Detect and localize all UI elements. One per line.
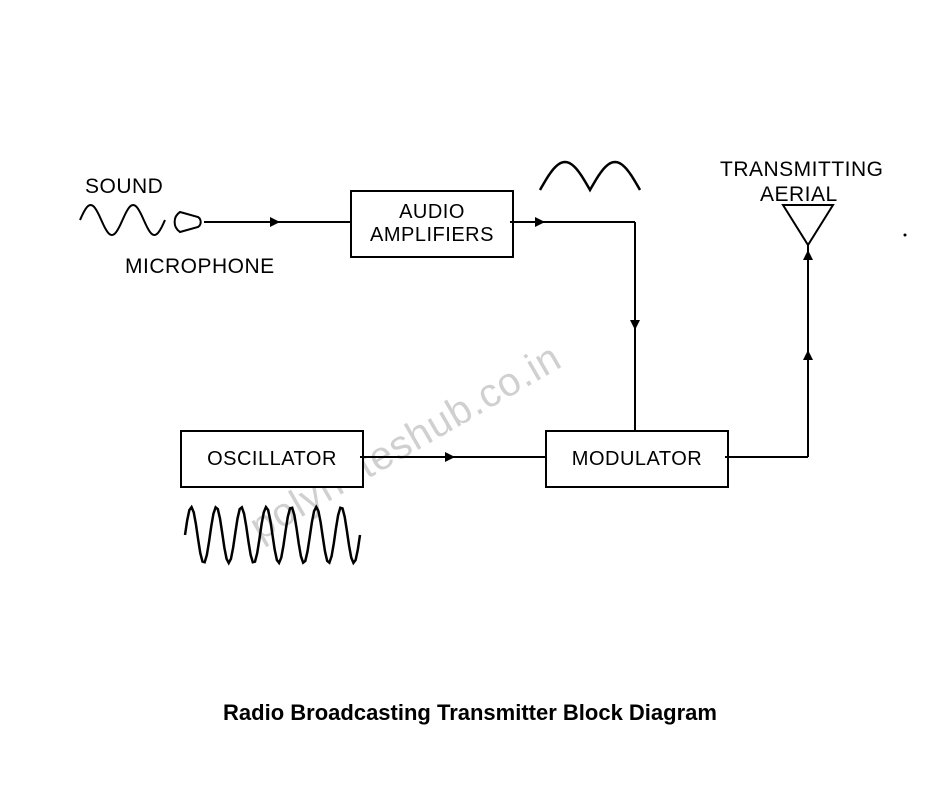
audio-amplifiers-text: AUDIO AMPLIFIERS (370, 201, 494, 247)
diagram-caption: Radio Broadcasting Transmitter Block Dia… (0, 700, 940, 726)
transmitting-label-2: AERIAL (760, 183, 838, 207)
oscillator-block: OSCILLATOR (180, 430, 364, 488)
diagram-canvas: polynoteshub.co.in SOUND MICROPHONE TRAN… (0, 0, 940, 788)
transmitting-label-1: TRANSMITTING (720, 158, 884, 182)
modulator-text: MODULATOR (572, 448, 702, 471)
diagram-svg (0, 0, 940, 788)
modulator-block: MODULATOR (545, 430, 729, 488)
microphone-label: MICROPHONE (125, 255, 275, 279)
sound-label: SOUND (85, 175, 163, 199)
audio-amplifiers-block: AUDIO AMPLIFIERS (350, 190, 514, 258)
oscillator-text: OSCILLATOR (207, 448, 337, 471)
